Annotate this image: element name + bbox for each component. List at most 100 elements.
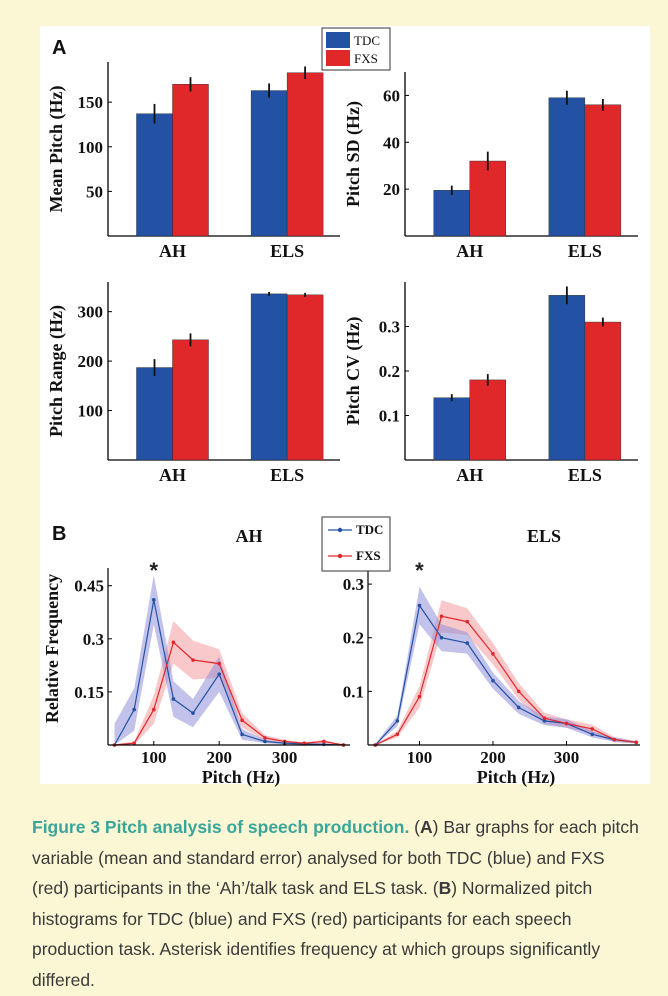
fxs-data-point — [322, 739, 326, 744]
fxs-data-point — [302, 741, 307, 746]
fxs-data-point — [612, 737, 617, 742]
y-tick-label: 0.15 — [74, 683, 104, 702]
x-category-label: ELS — [270, 465, 304, 485]
fxs-data-point — [171, 640, 176, 645]
legend-b-fxs-label: FXS — [356, 548, 381, 563]
y-tick-label: 0.1 — [343, 682, 364, 701]
x-category-label: ELS — [568, 465, 602, 485]
legend-a-tdc-label: TDC — [354, 33, 380, 48]
y-tick-label: 40 — [383, 133, 400, 152]
tdc-data-point — [151, 598, 156, 602]
tdc-series-line — [113, 599, 344, 746]
x-axis-label: Pitch (Hz) — [202, 767, 280, 788]
figure-caption: Figure 3 Pitch analysis of speech produc… — [32, 812, 644, 995]
x-category-label: AH — [159, 241, 186, 261]
fxs-data-point — [417, 694, 422, 699]
fxs-data-point — [634, 740, 639, 745]
fxs-data-point — [465, 619, 470, 624]
tdc-data-point — [171, 697, 176, 701]
y-tick-label: 0.1 — [379, 407, 400, 426]
caption-a-text: ) Bar graphs for each pitch variable (me… — [32, 817, 639, 898]
panel-b-label: B — [52, 523, 66, 545]
legend-b-box — [321, 516, 391, 572]
tdc-data-point — [590, 732, 595, 737]
legend-a-tdc-swatch — [326, 32, 350, 48]
fxs-data-point — [132, 741, 136, 746]
legend-b-tdc-label: TDC — [356, 522, 383, 537]
fxs-bar — [172, 84, 209, 237]
fxs-data-point — [590, 727, 595, 731]
tdc-bar — [548, 295, 586, 461]
x-category-label: ELS — [270, 241, 304, 261]
legend-a-fxs-label: FXS — [354, 51, 378, 66]
y-tick-label: 0.2 — [379, 362, 400, 381]
caption-a-label: A — [420, 817, 433, 837]
subplot-title: AH — [236, 526, 263, 546]
tdc-bar — [433, 190, 470, 237]
fxs-bar — [286, 294, 324, 461]
fxs-data-point — [217, 661, 221, 666]
fxs-bar — [469, 379, 506, 461]
y-axis-label: Mean Pitch (Hz) — [46, 86, 67, 213]
tdc-data-point — [417, 603, 422, 608]
tdc-bar — [433, 397, 470, 461]
tdc-series-line — [374, 603, 637, 746]
fxs-data-point — [191, 658, 195, 662]
legend-b-tdc-marker — [337, 527, 343, 533]
caption-b-label: B — [438, 878, 452, 898]
tdc-data-point — [191, 711, 195, 715]
subplot-title: ELS — [527, 526, 561, 546]
y-axis-label: Pitch Range (Hz) — [46, 305, 67, 437]
y-tick-label: 300 — [78, 303, 104, 322]
x-tick-label: 300 — [272, 748, 298, 767]
y-tick-label: 20 — [383, 180, 400, 199]
x-tick-label: 300 — [554, 748, 580, 767]
y-tick-label: 0.2 — [343, 629, 364, 648]
tdc-bar — [250, 90, 288, 237]
y-tick-label: 0.3 — [379, 318, 400, 337]
fxs-bar — [584, 104, 622, 237]
y-tick-label: 100 — [78, 138, 104, 157]
tdc-bar — [250, 293, 288, 461]
fxs-bar — [286, 72, 324, 237]
fxs-series-line — [375, 615, 637, 746]
tdc-error-band — [114, 575, 344, 745]
x-category-label: AH — [456, 465, 483, 485]
tdc-data-point — [516, 705, 521, 710]
fxs-data-point — [564, 721, 569, 726]
x-tick-label: 200 — [480, 748, 506, 767]
y-tick-label: 50 — [86, 182, 103, 201]
tdc-data-point — [542, 719, 547, 723]
tdc-data-point — [439, 635, 444, 640]
y-tick-label: 100 — [78, 402, 104, 421]
x-category-label: AH — [456, 241, 483, 261]
tdc-error-band — [375, 586, 637, 745]
y-axis-label: Pitch SD (Hz) — [343, 101, 364, 207]
x-axis-label: Pitch (Hz) — [477, 767, 555, 788]
legend-a-fxs-swatch — [326, 50, 350, 66]
fxs-data-point — [439, 614, 444, 619]
fxs-bar — [584, 321, 622, 461]
y-tick-label: 0.3 — [343, 575, 364, 594]
x-tick-label: 100 — [141, 748, 167, 767]
fxs-data-point — [263, 736, 267, 740]
fxs-data-point — [395, 732, 400, 737]
fxs-data-point — [240, 718, 244, 723]
fxs-data-point — [151, 707, 156, 712]
y-tick-label: 200 — [78, 352, 104, 371]
fxs-data-point — [542, 716, 547, 720]
chart-canvas: 50 100 150 Mean Pitch (Hz) AH ELS 20 40 60 Pitch … — [42, 27, 640, 788]
legend-b-fxs-marker — [337, 553, 343, 559]
fxs-error-band — [114, 621, 344, 745]
x-category-label: AH — [159, 465, 186, 485]
panel-a-label: A — [52, 37, 66, 59]
tdc-data-point — [217, 672, 221, 676]
y-tick-label: 0.45 — [74, 577, 104, 596]
y-axis-label: Relative Frequency — [42, 574, 62, 723]
caption-b-text: ) Normalized pitch histograms for TDC (b… — [32, 878, 601, 990]
significance-asterisk: * — [415, 558, 424, 583]
tdc-data-point — [465, 641, 470, 645]
x-tick-label: 100 — [407, 748, 433, 767]
fxs-bar — [172, 339, 209, 461]
